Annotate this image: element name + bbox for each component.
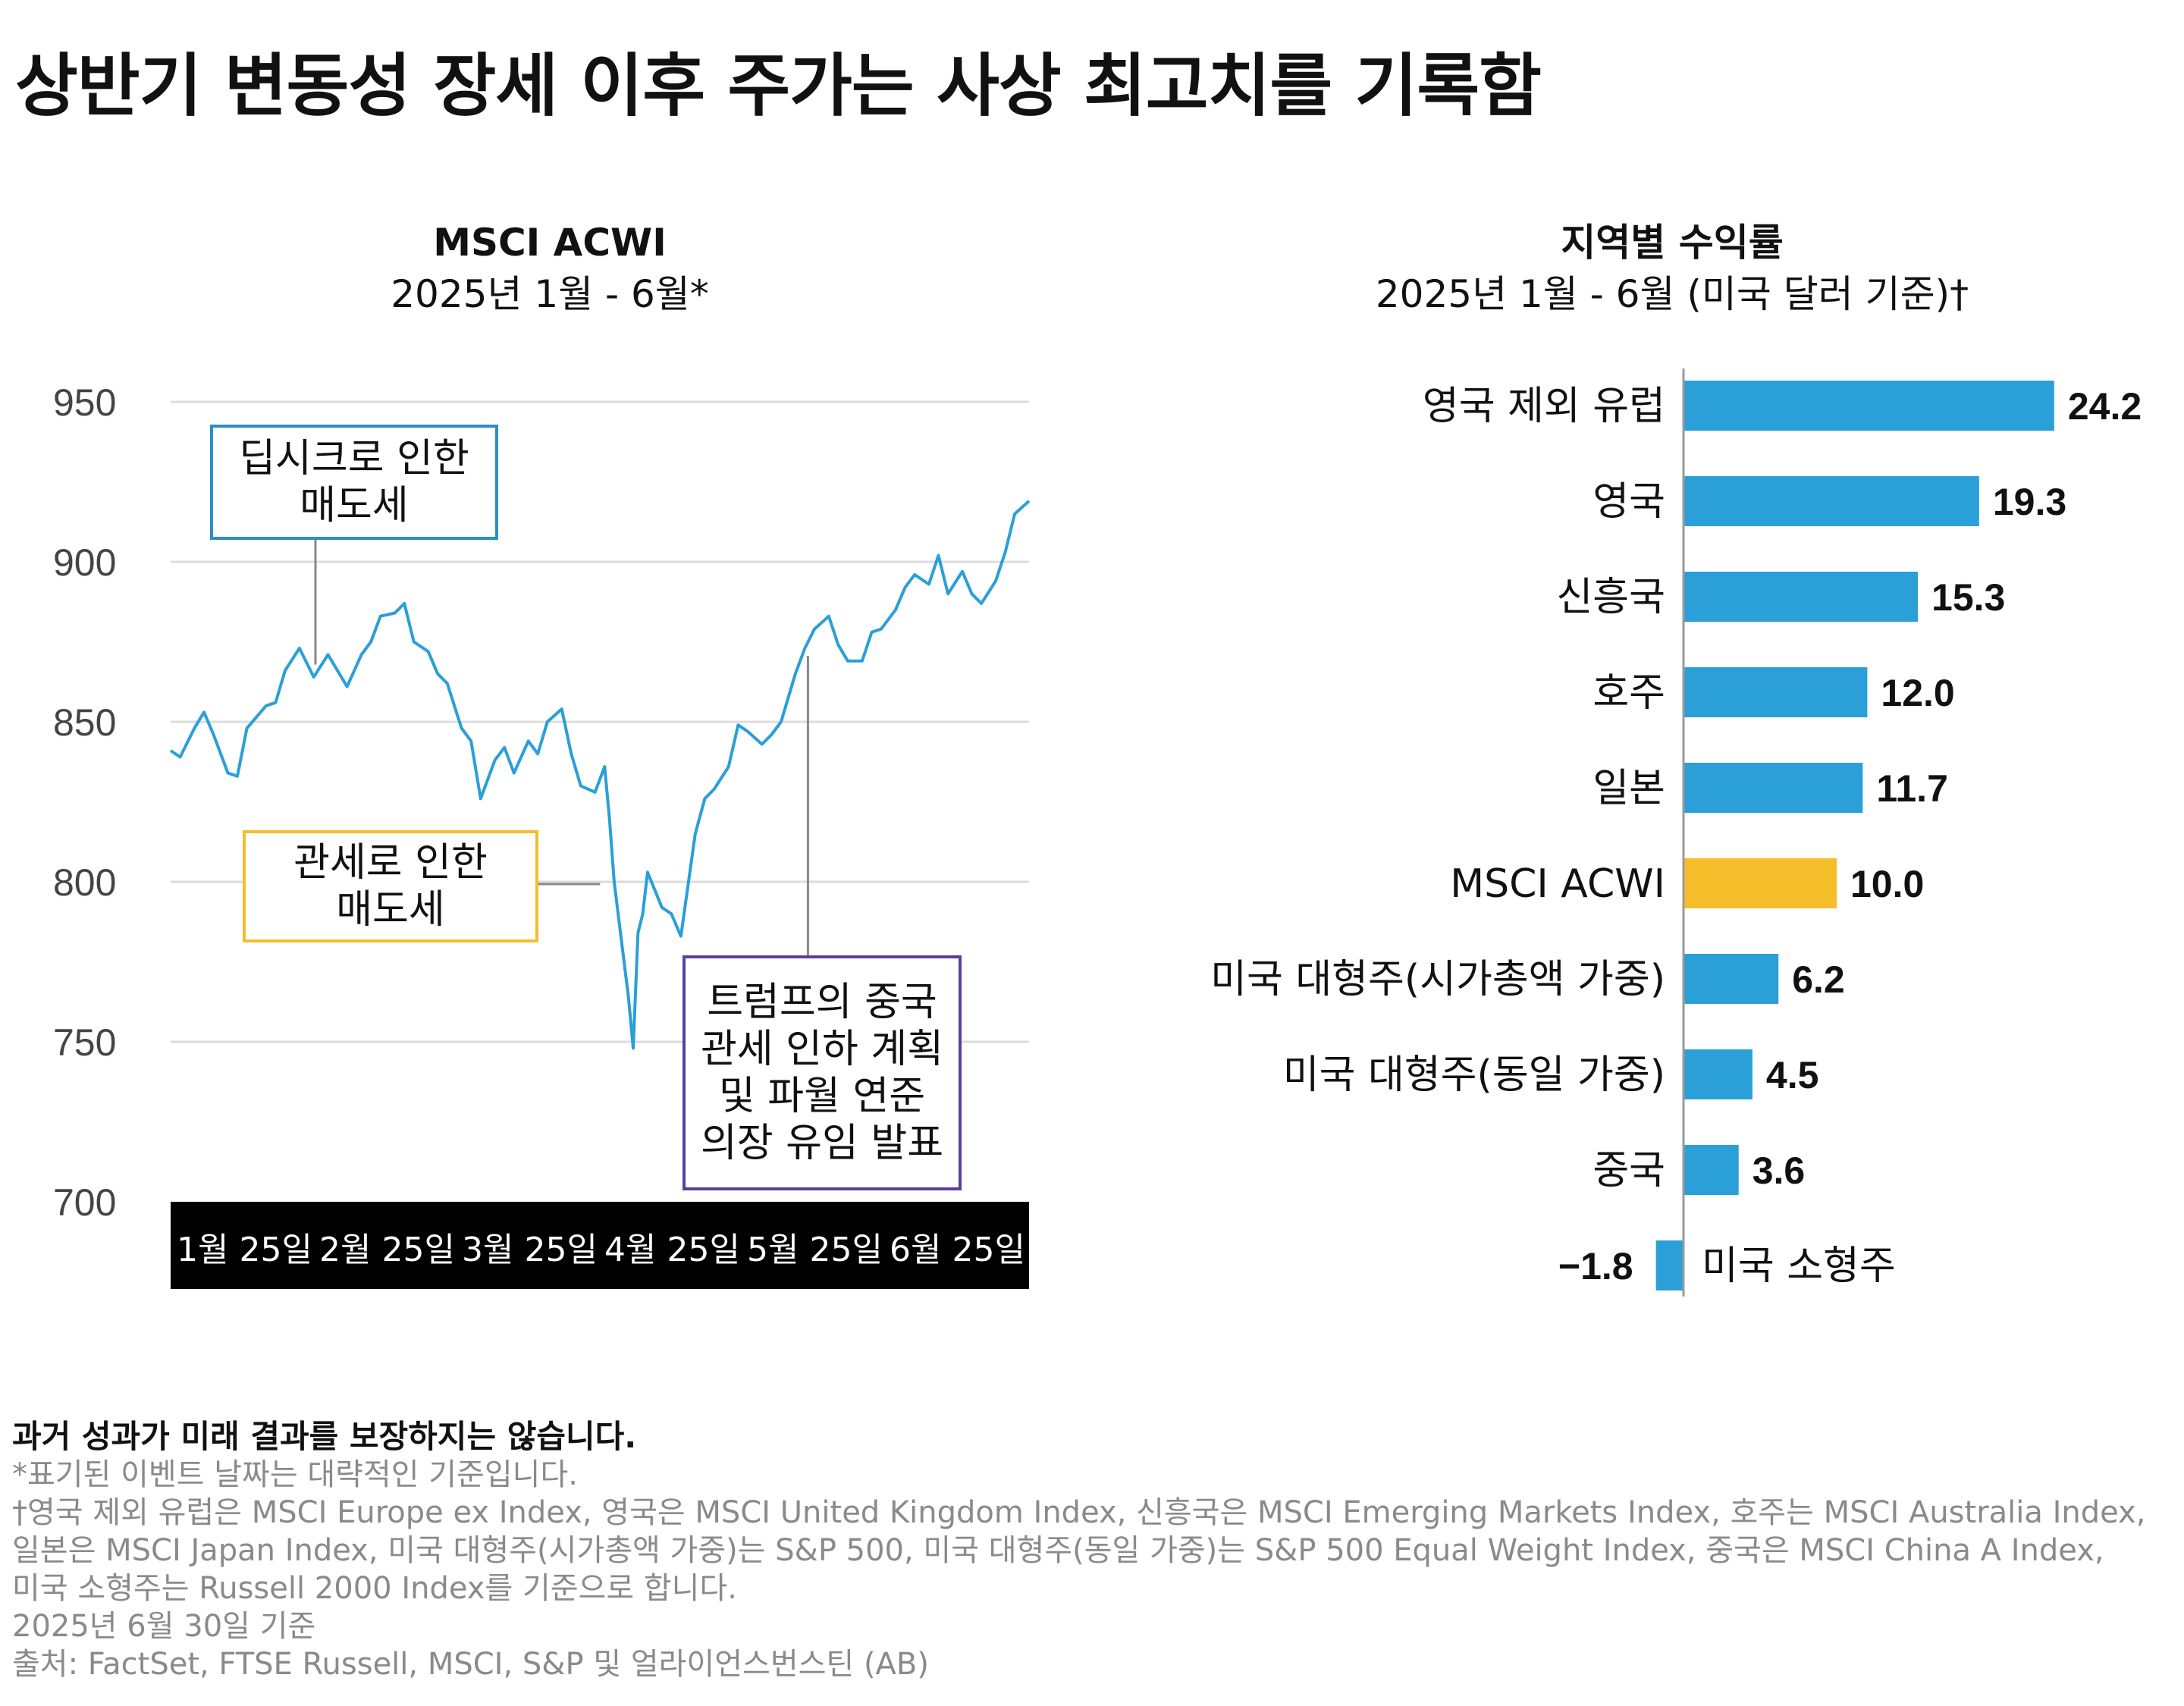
footnote-3: 일본은 MSCI Japan Index, 미국 대형주(시가총액 가중)는 S… <box>12 1533 2104 1568</box>
x-tick-label: 1월 25일 <box>177 1231 312 1269</box>
y-tick-label: 900 <box>53 541 116 584</box>
line-chart: 950 900 850 800 750 700 1월 25일 2월 25일 3월 25일 4월 2… <box>53 381 1031 1289</box>
y-tick-label: 800 <box>53 861 116 904</box>
bar-chart: 영국 제외 유럽 24.2 영국 19.3 신흥국 15.3 호주 12.0 일본 11.7 MSC… <box>1210 368 2142 1297</box>
line-chart-subtitle: 2025년 1월 - 6월* <box>391 272 709 316</box>
bar-9 <box>1655 1240 1684 1290</box>
bar-2 <box>1684 572 1919 622</box>
footnote-2: †영국 제외 유럽은 MSCI Europe ex Index, 영국은 MSC… <box>12 1495 2146 1530</box>
category-label: 신흥국 <box>1556 575 1665 620</box>
y-tick-label: 700 <box>53 1181 116 1224</box>
y-tick-label: 750 <box>53 1021 116 1064</box>
value-label: 12.0 <box>1881 672 1954 714</box>
category-label: MSCI ACWI <box>1450 861 1665 907</box>
line-chart-header: MSCI ACWI 2025년 1월 - 6월* <box>171 217 929 320</box>
bar-4 <box>1684 763 1863 813</box>
x-tick-label: 4월 25일 <box>604 1231 740 1269</box>
footnote-4: 미국 소형주는 Russell 2000 Index를 기준으로 합니다. <box>12 1571 737 1606</box>
category-label: 미국 대형주(동일 가중) <box>1283 1052 1665 1098</box>
x-tick-label: 3월 25일 <box>462 1231 598 1269</box>
bar-chart-header: 지역별 수익률 2025년 1월 - 6월 (미국 달러 기준)† <box>1293 217 2051 320</box>
x-tick-label: 5월 25일 <box>747 1231 883 1269</box>
msci-acwi-series-line <box>169 500 1031 1050</box>
line-chart-title: MSCI ACWI <box>433 221 667 265</box>
category-label: 영국 <box>1592 479 1665 525</box>
bar-5 <box>1684 858 1837 908</box>
value-label: 15.3 <box>1931 576 2005 619</box>
annotation-tariff-selloff: 관세로 인한 매도세 <box>243 830 538 942</box>
x-axis-band <box>171 1202 1029 1289</box>
footer: 과거 성과가 미래 결과를 보장하지는 않습니다. *표기된 이벤트 날짜는 대… <box>12 1418 2173 1683</box>
bar-8 <box>1684 1145 1739 1195</box>
x-tick-label: 2월 25일 <box>319 1231 455 1269</box>
value-label: 3.6 <box>1753 1149 1806 1192</box>
category-label: 미국 대형주(시가총액 가중) <box>1210 957 1665 1002</box>
bar-7 <box>1684 1049 1753 1099</box>
value-label: 4.5 <box>1766 1054 1819 1096</box>
x-tick-label: 6월 25일 <box>890 1231 1025 1269</box>
category-label: 영국 제외 유럽 <box>1423 384 1665 429</box>
category-label: 미국 소형주 <box>1702 1243 1896 1289</box>
value-label: −1.8 <box>1558 1245 1633 1287</box>
source-note: 출처: FactSet, FTSE Russell, MSCI, S&P 및 얼… <box>12 1647 929 1682</box>
bar-0 <box>1684 381 2054 431</box>
category-label: 중국 <box>1592 1148 1665 1193</box>
annotation-trump-tariff-cut: 트럼프의 중국 관세 인하 계획 및 파월 연준 의장 유임 발표 <box>682 955 962 1190</box>
bar-6 <box>1684 954 1779 1004</box>
value-label: 11.7 <box>1876 767 1948 810</box>
page-title: 상반기 변동성 장세 이후 주가는 사상 최고치를 기록함 <box>15 46 1542 126</box>
bar-chart-subtitle: 2025년 1월 - 6월 (미국 달러 기준)† <box>1375 272 1969 316</box>
value-label: 10.0 <box>1850 863 1924 905</box>
disclaimer: 과거 성과가 미래 결과를 보장하지는 않습니다. <box>12 1418 637 1455</box>
category-label: 호주 <box>1592 670 1665 716</box>
y-tick-label: 950 <box>53 381 116 424</box>
value-label: 24.2 <box>2068 385 2142 428</box>
y-tick-label: 850 <box>53 701 116 744</box>
value-label: 19.3 <box>1993 481 2066 523</box>
annotation-deepseek-selloff: 딥시크로 인한 매도세 <box>210 425 498 540</box>
as-of-date: 2025년 6월 30일 기준 <box>12 1609 316 1644</box>
bar-3 <box>1684 667 1868 717</box>
value-label: 6.2 <box>1792 958 1845 1001</box>
category-label: 일본 <box>1592 766 1665 811</box>
bar-1 <box>1684 476 1979 526</box>
bar-chart-title: 지역별 수익률 <box>1561 221 1784 265</box>
footnote-1: *표기된 이벤트 날짜는 대략적인 기준입니다. <box>12 1457 578 1492</box>
